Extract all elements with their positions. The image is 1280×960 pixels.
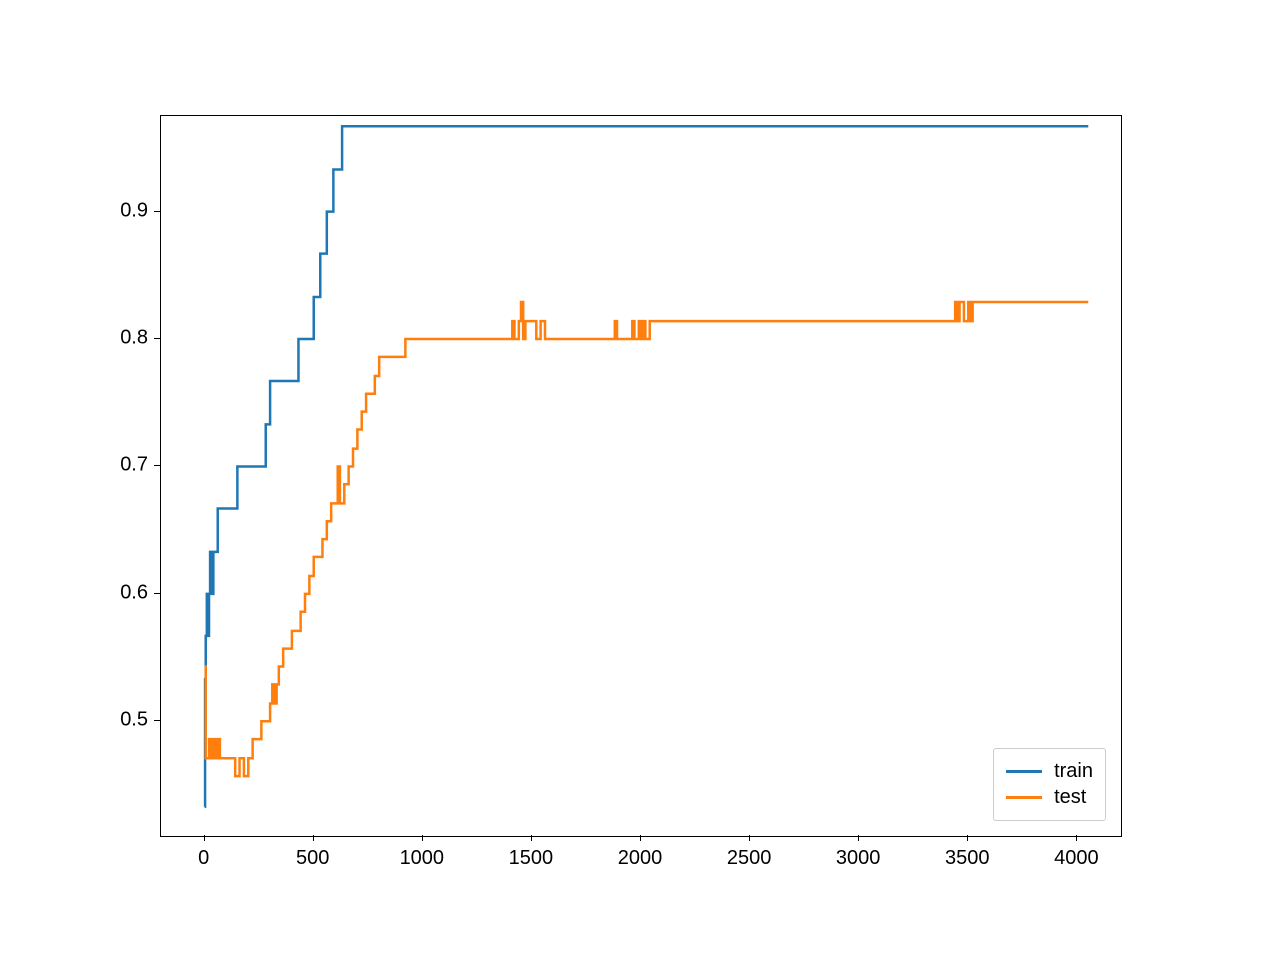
- xtick: [422, 835, 423, 841]
- xtick: [858, 835, 859, 841]
- legend-item-train: train: [1006, 760, 1093, 783]
- xtick-label: 3000: [836, 847, 881, 870]
- xtick: [749, 835, 750, 841]
- legend: train test: [993, 748, 1106, 821]
- xtick: [640, 835, 641, 841]
- xtick-label: 500: [296, 847, 329, 870]
- ytick-label: 0.9: [100, 199, 148, 222]
- ytick: [154, 338, 160, 339]
- xtick-label: 2000: [618, 847, 663, 870]
- legend-label-test: test: [1054, 786, 1086, 809]
- xtick: [967, 835, 968, 841]
- legend-swatch-train: [1006, 770, 1042, 773]
- xtick-label: 3500: [945, 847, 990, 870]
- xtick-label: 1500: [509, 847, 554, 870]
- ytick: [154, 465, 160, 466]
- xtick: [1076, 835, 1077, 841]
- xtick-label: 0: [198, 847, 209, 870]
- ytick-label: 0.8: [100, 327, 148, 350]
- ytick: [154, 720, 160, 721]
- chart-container: train test 05001000150020002500300035004…: [160, 115, 1120, 835]
- legend-label-train: train: [1054, 760, 1093, 783]
- ytick-label: 0.7: [100, 454, 148, 477]
- ytick: [154, 593, 160, 594]
- xtick-label: 4000: [1054, 847, 1099, 870]
- plot-area: train test: [160, 115, 1122, 837]
- xtick: [313, 835, 314, 841]
- xtick: [531, 835, 532, 841]
- xtick-label: 1000: [400, 847, 445, 870]
- ytick-label: 0.6: [100, 581, 148, 604]
- legend-swatch-test: [1006, 796, 1042, 799]
- series-test: [205, 302, 1089, 776]
- legend-item-test: test: [1006, 786, 1093, 809]
- ytick: [154, 211, 160, 212]
- xtick: [204, 835, 205, 841]
- xtick-label: 2500: [727, 847, 772, 870]
- chart-svg: [161, 116, 1121, 836]
- ytick-label: 0.5: [100, 709, 148, 732]
